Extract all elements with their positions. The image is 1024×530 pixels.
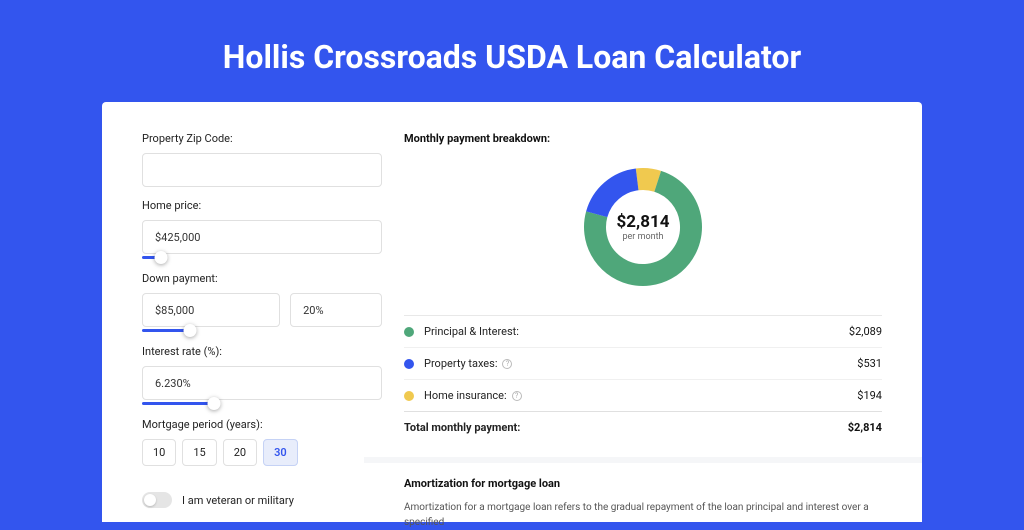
breakdown-row: Property taxes:?$531	[404, 347, 882, 379]
veteran-label: I am veteran or military	[182, 494, 294, 507]
zip-label: Property Zip Code:	[142, 132, 382, 145]
breakdown-value: $2,089	[849, 325, 882, 338]
amortization-title: Amortization for mortgage loan	[404, 477, 882, 490]
down-payment-slider[interactable]	[142, 329, 382, 333]
rate-label: Interest rate (%):	[142, 345, 382, 358]
period-label: Mortgage period (years):	[142, 418, 382, 431]
breakdown-value: $531	[857, 357, 882, 370]
period-btn-30[interactable]: 30	[263, 439, 298, 466]
down-payment-input[interactable]: $85,000	[142, 293, 280, 327]
veteran-toggle[interactable]	[142, 492, 172, 508]
rate-input[interactable]: 6.230%	[142, 366, 382, 400]
legend-dot	[404, 359, 414, 369]
amortization-section: Amortization for mortgage loan Amortizat…	[364, 457, 922, 530]
total-label: Total monthly payment:	[404, 421, 848, 434]
breakdown-column: Monthly payment breakdown: $2,814 per mo…	[404, 132, 882, 522]
down-payment-label: Down payment:	[142, 272, 382, 285]
info-icon[interactable]: ?	[512, 391, 522, 401]
rate-slider[interactable]	[142, 402, 382, 406]
home-price-input[interactable]: $425,000	[142, 220, 382, 254]
calculator-card: Property Zip Code: Home price: $425,000 …	[102, 102, 922, 522]
breakdown-row: Home insurance:?$194	[404, 379, 882, 411]
zip-input[interactable]	[142, 153, 382, 187]
legend-dot	[404, 391, 414, 401]
total-row: Total monthly payment: $2,814	[404, 411, 882, 443]
breakdown-label: Property taxes:?	[424, 357, 857, 370]
breakdown-label: Home insurance:?	[424, 389, 857, 402]
period-options: 1015 2030	[142, 439, 382, 466]
page-title: Hollis Crossroads USDA Loan Calculator	[0, 0, 1024, 102]
veteran-row: I am veteran or military	[142, 492, 382, 508]
total-value: $2,814	[848, 421, 882, 434]
period-btn-20[interactable]: 20	[223, 439, 257, 466]
home-price-label: Home price:	[142, 199, 382, 212]
breakdown-row: Principal & Interest:$2,089	[404, 315, 882, 347]
donut-sub: per month	[617, 232, 670, 242]
period-btn-10[interactable]: 10	[142, 439, 176, 466]
breakdown-value: $194	[857, 389, 882, 402]
breakdown-title: Monthly payment breakdown:	[404, 132, 882, 145]
period-btn-15[interactable]: 15	[182, 439, 216, 466]
donut-amount: $2,814	[617, 212, 670, 232]
breakdown-label: Principal & Interest:	[424, 325, 849, 338]
home-price-slider[interactable]	[142, 256, 382, 260]
amortization-text: Amortization for a mortgage loan refers …	[404, 500, 882, 530]
info-icon[interactable]: ?	[502, 359, 512, 369]
down-payment-pct-input[interactable]: 20%	[290, 293, 382, 327]
donut-center: $2,814 per month	[617, 212, 670, 242]
donut-chart: $2,814 per month	[404, 157, 882, 297]
legend-dot	[404, 327, 414, 337]
breakdown-list: Principal & Interest:$2,089Property taxe…	[404, 315, 882, 411]
form-column: Property Zip Code: Home price: $425,000 …	[142, 132, 382, 522]
